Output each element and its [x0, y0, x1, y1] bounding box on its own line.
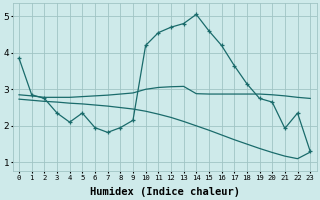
X-axis label: Humidex (Indice chaleur): Humidex (Indice chaleur): [90, 186, 240, 197]
